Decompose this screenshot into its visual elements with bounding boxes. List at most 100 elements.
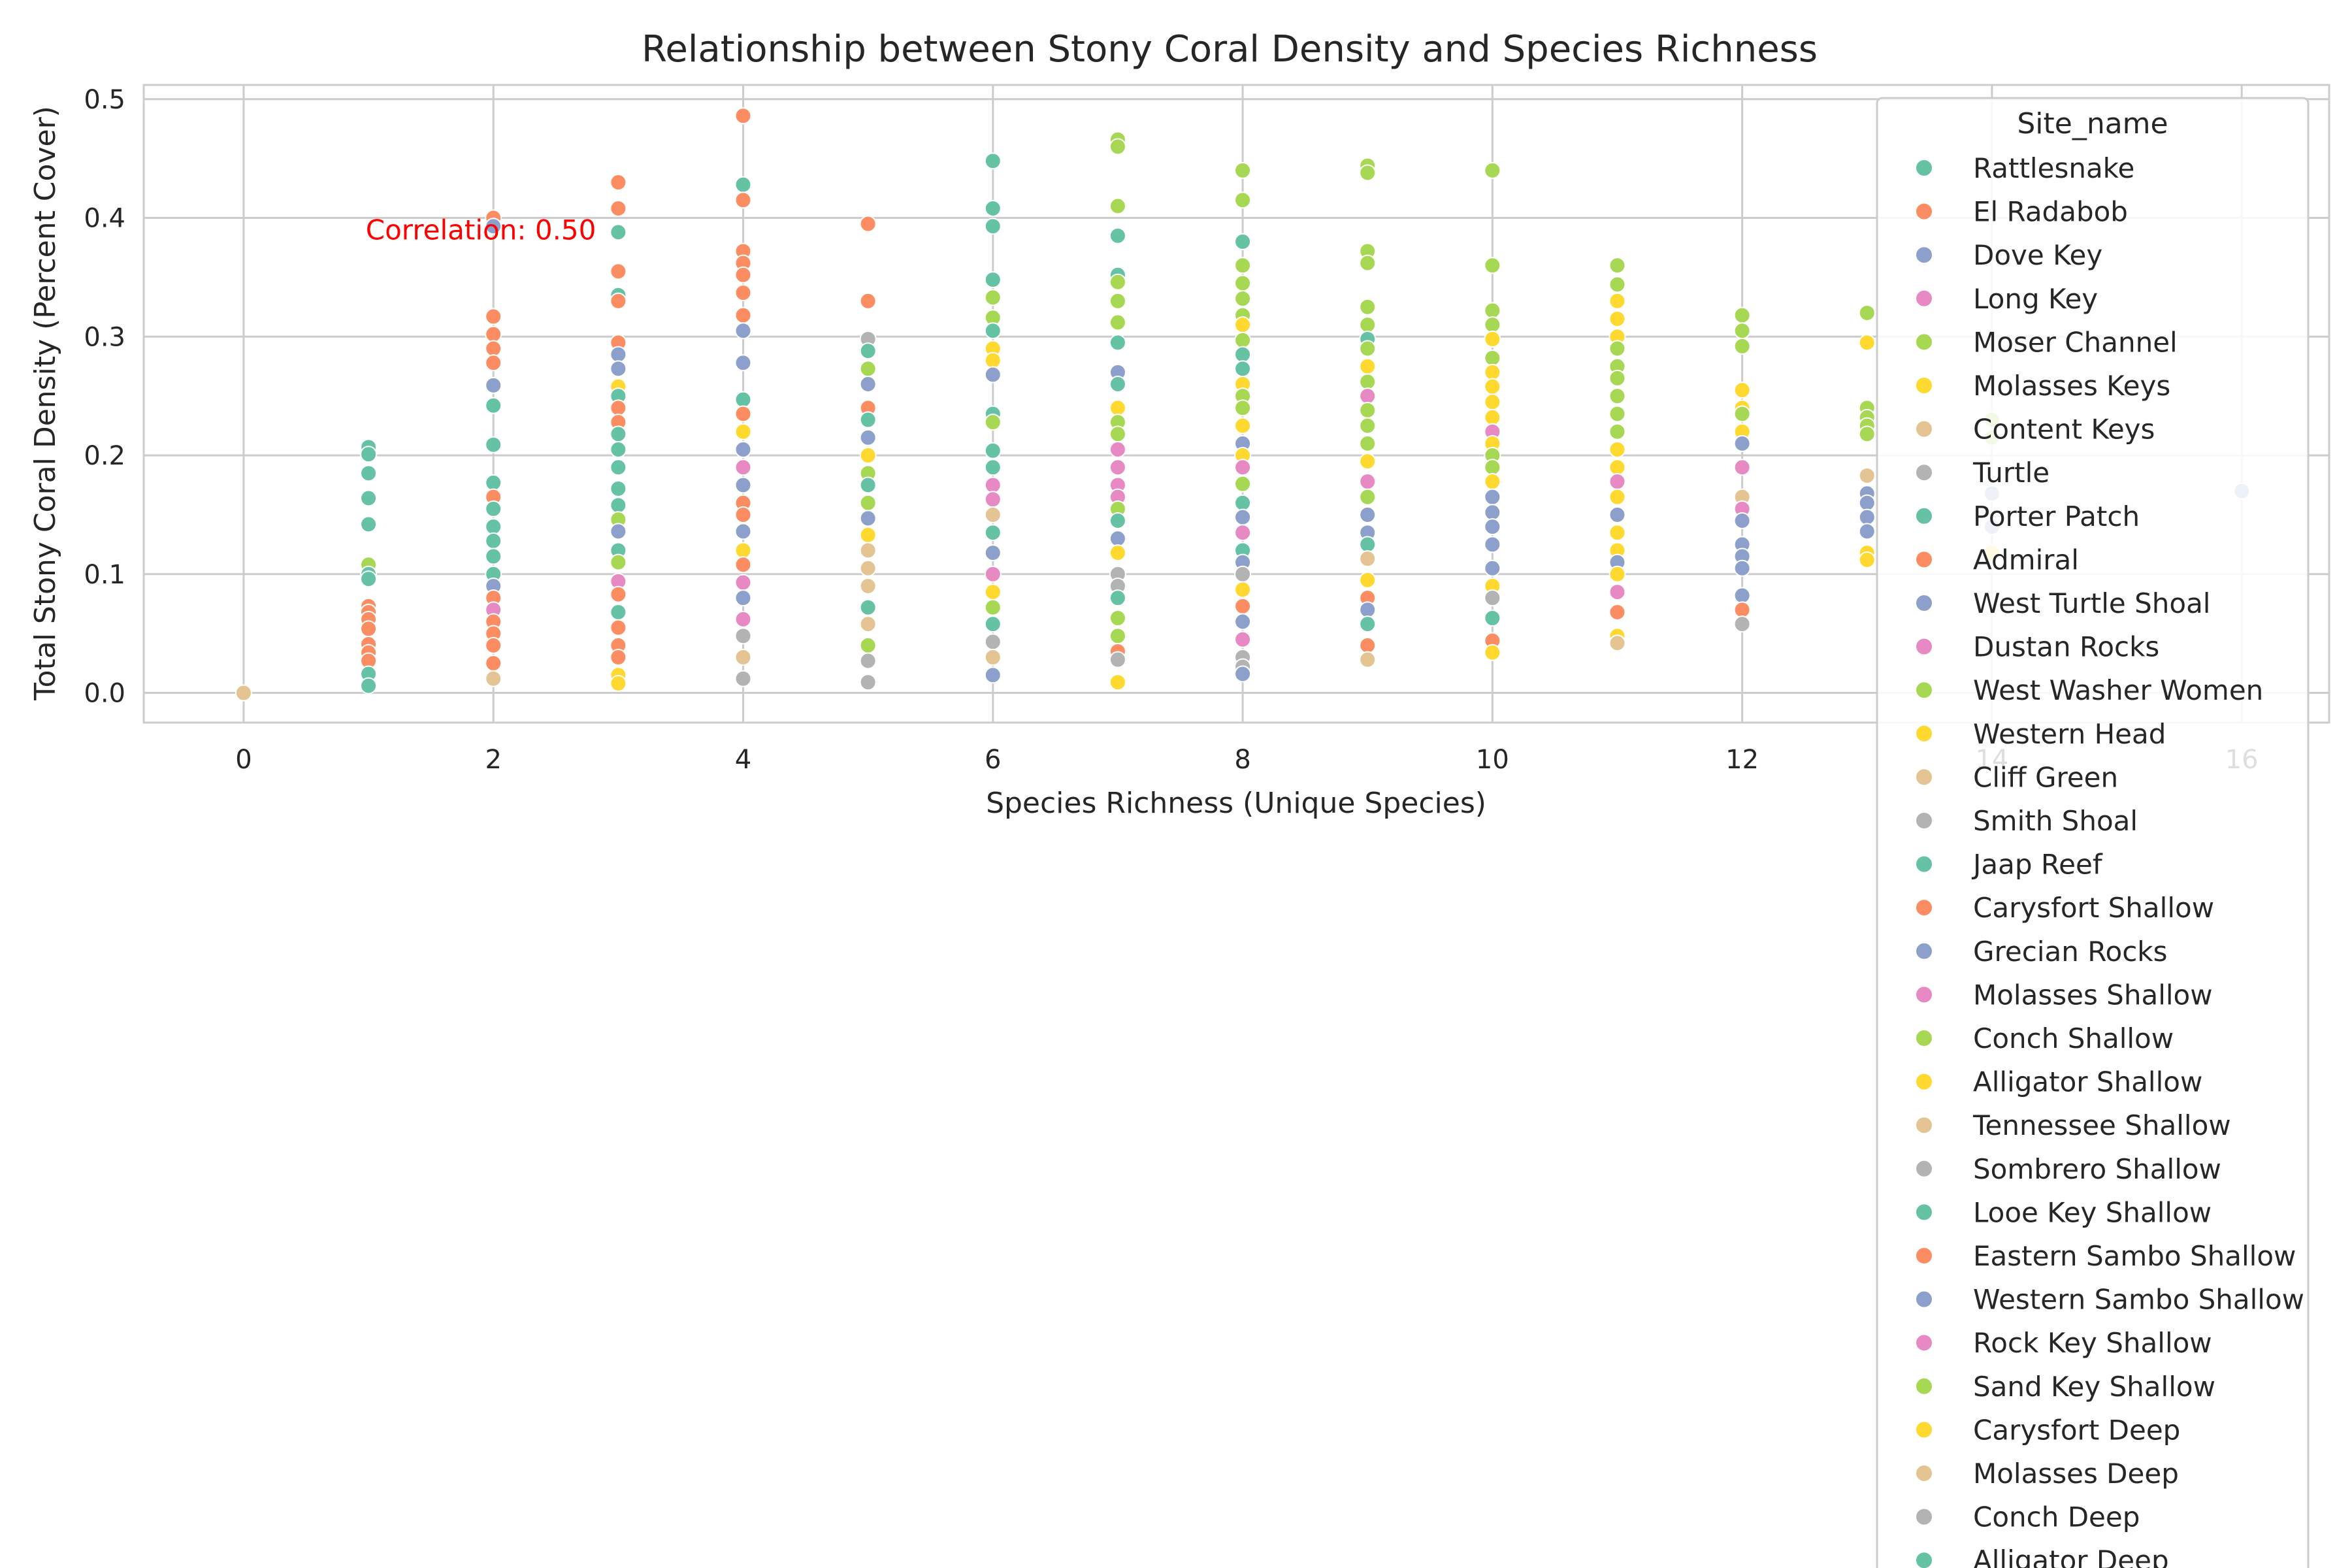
data-point — [859, 636, 877, 654]
data-point — [485, 436, 502, 453]
data-point — [610, 553, 627, 571]
data-point — [1858, 523, 1876, 540]
data-point — [1234, 494, 1252, 512]
data-point — [734, 610, 752, 628]
legend-label: Sand Key Shallow — [1973, 1371, 2215, 1403]
data-point — [1359, 488, 1377, 506]
legend-entries: Rattlesnake El Radabob Dove Key Long Key Mos… — [1915, 152, 2304, 1568]
data-point — [1109, 227, 1126, 244]
data-point — [610, 619, 627, 636]
legend-marker — [1915, 985, 1933, 1004]
data-point — [1109, 627, 1126, 645]
data-point — [1234, 613, 1252, 630]
data-point — [1359, 298, 1377, 316]
data-point — [1109, 399, 1126, 417]
legend-marker — [1915, 333, 1933, 351]
data-point — [984, 615, 1002, 633]
data-point — [485, 474, 502, 491]
data-point — [610, 603, 627, 621]
legend-label: Eastern Sambo Shallow — [1973, 1240, 2296, 1272]
data-point — [984, 442, 1002, 459]
legend-label: Content Keys — [1973, 414, 2155, 446]
data-point — [1484, 302, 1501, 319]
x-axis-label: Species Richness (Unique Species) — [986, 787, 1486, 820]
y-tick-label: 0.2 — [84, 441, 125, 471]
data-point — [1484, 257, 1501, 274]
data-point — [610, 480, 627, 497]
data-point — [984, 459, 1002, 476]
data-point — [734, 423, 752, 440]
legend-label: Cliff Green — [1973, 761, 2118, 793]
data-point — [1109, 530, 1126, 547]
x-tick-label: 10 — [1476, 745, 1509, 775]
data-point — [984, 476, 1002, 494]
data-point — [485, 340, 502, 357]
legend-label: Conch Shallow — [1973, 1022, 2174, 1054]
data-point — [1359, 164, 1377, 182]
data-point — [984, 598, 1002, 616]
data-point — [1359, 357, 1377, 375]
data-point — [859, 411, 877, 429]
data-point — [1234, 316, 1252, 334]
legend-label: Rattlesnake — [1973, 152, 2134, 184]
data-point — [1609, 292, 1626, 310]
legend-marker — [1915, 811, 1933, 830]
data-point — [360, 677, 378, 694]
y-tick-label: 0.5 — [84, 85, 125, 115]
data-point — [360, 465, 378, 482]
data-point — [984, 524, 1002, 542]
data-point — [734, 523, 752, 540]
data-point — [1858, 304, 1876, 321]
x-tick-label: 0 — [235, 745, 252, 775]
data-point — [1858, 508, 1876, 526]
data-point — [734, 306, 752, 324]
data-point — [734, 476, 752, 494]
data-point — [1609, 257, 1626, 274]
data-point — [1359, 550, 1377, 568]
data-point — [1609, 310, 1626, 328]
data-point — [984, 649, 1002, 666]
data-point — [1609, 603, 1626, 621]
data-point — [734, 574, 752, 591]
data-point — [984, 414, 1002, 431]
data-point — [1109, 610, 1126, 627]
legend-marker — [1915, 246, 1933, 265]
data-point — [1234, 233, 1252, 250]
data-point — [1858, 466, 1876, 484]
data-point — [984, 633, 1002, 651]
data-point — [1609, 634, 1626, 652]
legend-marker — [1915, 376, 1933, 395]
legend-label: Dustan Rocks — [1973, 631, 2159, 663]
data-point — [859, 447, 877, 465]
legend-label: Western Sambo Shallow — [1973, 1284, 2304, 1316]
legend-label: Carysfort Deep — [1973, 1414, 2180, 1446]
legend-label: Alligator Shallow — [1973, 1066, 2202, 1098]
data-point — [984, 565, 1002, 583]
data-point — [1484, 459, 1501, 476]
data-point — [1359, 417, 1377, 434]
data-point — [610, 346, 627, 363]
legend-label: Molasses Deep — [1973, 1458, 2179, 1490]
legend-marker — [1915, 637, 1933, 656]
data-point — [1484, 330, 1501, 348]
data-point — [859, 542, 877, 559]
data-point — [1359, 636, 1377, 654]
data-point — [1484, 589, 1501, 607]
data-point — [1609, 369, 1626, 387]
data-point — [1484, 363, 1501, 381]
data-point — [1484, 378, 1501, 395]
data-point — [610, 263, 627, 280]
data-point — [1234, 417, 1252, 434]
data-point — [610, 440, 627, 458]
data-point — [485, 500, 502, 517]
legend-marker — [1915, 159, 1933, 177]
data-point — [1234, 331, 1252, 349]
data-point — [1109, 197, 1126, 215]
data-point — [859, 429, 877, 446]
data-point — [1359, 453, 1377, 470]
data-point — [1733, 306, 1751, 324]
x-tick-label: 12 — [1725, 745, 1759, 775]
data-point — [610, 399, 627, 417]
data-point — [734, 284, 752, 302]
